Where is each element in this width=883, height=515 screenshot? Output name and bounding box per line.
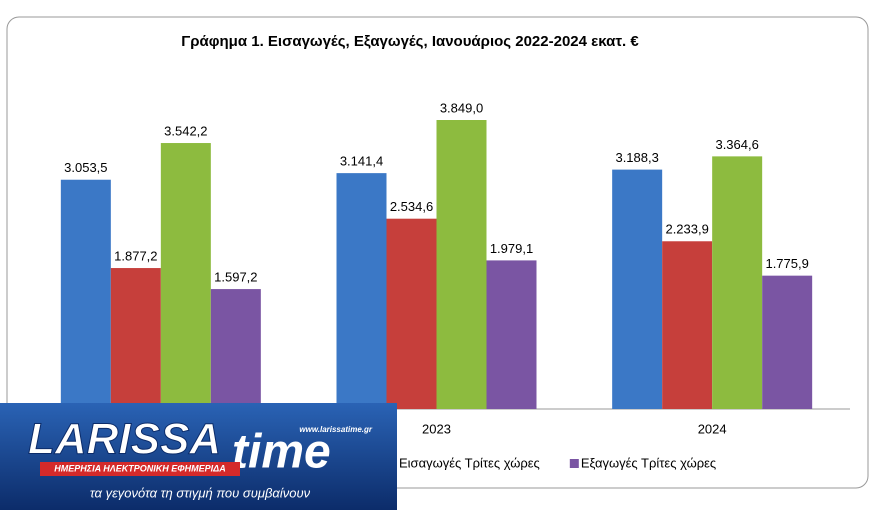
- data-label: 3.542,2: [164, 123, 207, 138]
- x-tick-label: 2024: [698, 421, 727, 436]
- data-label: 3.364,6: [715, 137, 758, 152]
- legend-label: Εισαγωγές Τρίτες χώρες: [399, 455, 540, 470]
- data-label: 1.979,1: [490, 241, 533, 256]
- data-label: 1.877,2: [114, 248, 157, 263]
- logo-url: www.larissatime.gr: [299, 425, 373, 434]
- data-label: 2.233,9: [665, 222, 708, 237]
- data-label: 3.188,3: [615, 150, 658, 165]
- logo-name: time: [232, 426, 331, 479]
- data-label: 3.849,0: [440, 100, 483, 115]
- logo-slogan: τα γεγονότα τη στιγμή που συμβαίνουν: [90, 485, 311, 500]
- data-label: 1.597,2: [214, 270, 257, 285]
- data-label: 3.053,5: [64, 160, 107, 175]
- bar: [336, 173, 387, 409]
- bar: [762, 275, 813, 409]
- bar: [210, 289, 261, 409]
- chart-title: Γράφημα 1. Εισαγωγές, Εξαγωγές, Ιανουάρι…: [181, 33, 639, 50]
- x-tick-label: 2023: [422, 421, 451, 436]
- logo-subtitle: ΗΜΕΡΗΣΙΑ ΗΛΕΚΤΡΟΝΙΚΗ ΕΦΗΜΕΡΙΔΑ: [54, 463, 225, 473]
- logo-banner: [40, 462, 240, 476]
- data-label: 2.534,6: [390, 199, 433, 214]
- bar: [60, 179, 111, 409]
- bar: [712, 156, 763, 409]
- data-label: 1.775,9: [765, 256, 808, 271]
- bar: [662, 241, 713, 409]
- bar: [386, 218, 437, 409]
- bar: [612, 169, 663, 409]
- logo-background: [0, 403, 397, 510]
- bar: [486, 260, 537, 409]
- logo-name: LARISSA: [28, 415, 221, 464]
- bar: [160, 143, 211, 410]
- bar: [436, 120, 487, 409]
- logo: LARISSA time www.larissatime.gr ΗΜΕΡΗΣΙΑ…: [0, 403, 397, 510]
- data-label: 3.141,4: [340, 154, 383, 169]
- bar: [110, 268, 161, 409]
- legend-label: Εξαγωγές Τρίτες χώρες: [581, 455, 716, 470]
- legend-marker: [569, 459, 579, 468]
